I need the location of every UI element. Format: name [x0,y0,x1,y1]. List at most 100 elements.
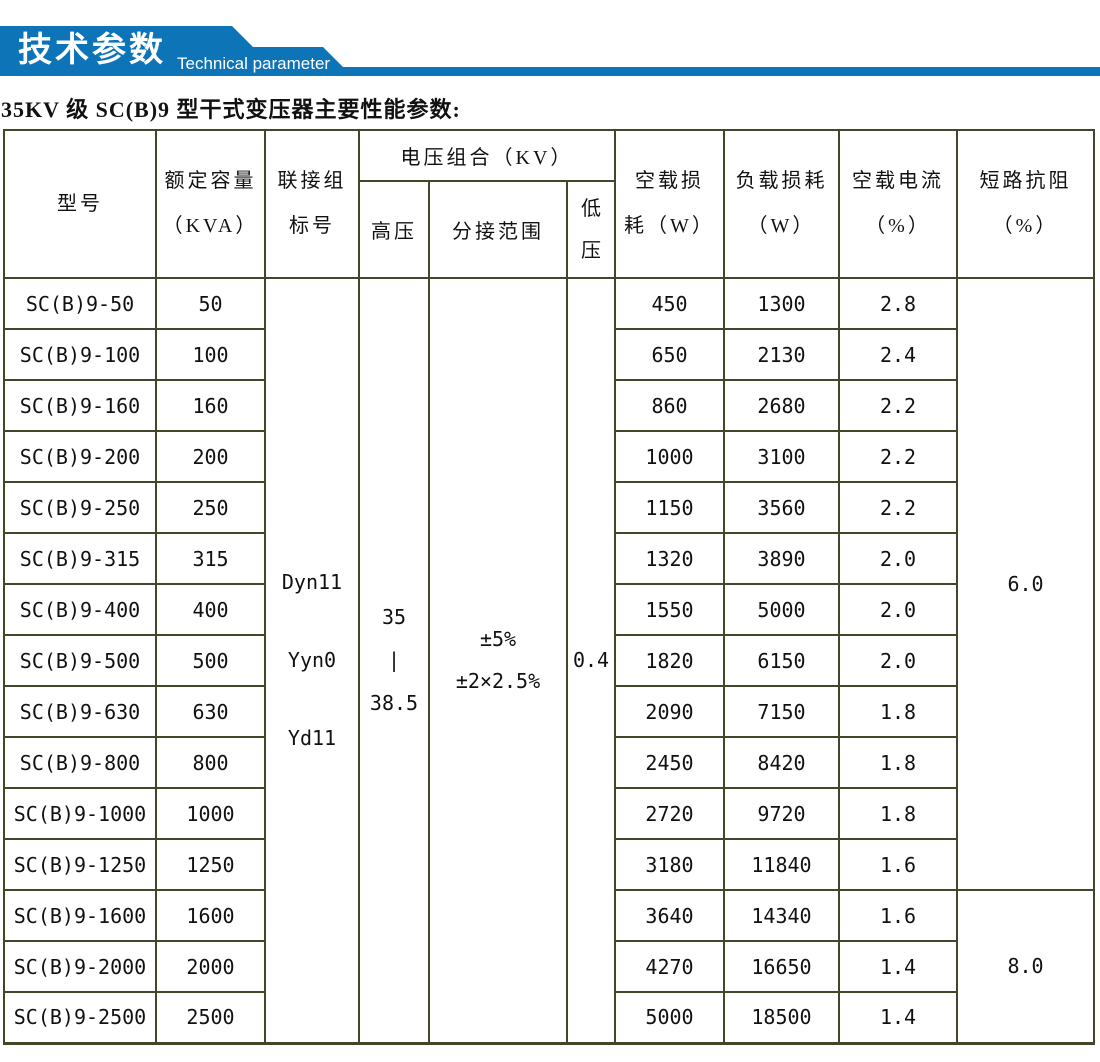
cell-no-load-current: 1.6 [838,889,958,942]
cell-rated-capacity: 2000 [155,940,266,993]
table-row: SC(B)9-160 160 860 2680 2.2 [3,379,1094,432]
cell-rated-capacity: 200 [155,430,266,483]
cell-rated-capacity: 50 [155,277,266,330]
cell-model: SC(B)9-400 [3,583,157,636]
cell-load-loss: 3100 [723,430,840,483]
cell-no-load-current: 2.8 [838,277,958,330]
cell-connection-group: Dyn11 Yyn0 Yd11 [264,277,360,1044]
cell-no-load-current: 1.8 [838,685,958,738]
cell-no-load-loss: 1820 [614,634,725,687]
cell-model: SC(B)9-250 [3,481,157,534]
banner-subtitle: Technical parameter [177,54,331,73]
table-row: SC(B)9-400 400 1550 5000 2.0 [3,583,1094,636]
col-header-tap-range: 分接范围 [428,180,568,279]
cell-load-loss: 7150 [723,685,840,738]
cell-no-load-loss: 1000 [614,430,725,483]
col-header-high-voltage: 高压 [358,180,430,279]
table-row: SC(B)9-500 500 1820 6150 2.0 [3,634,1094,687]
cell-no-load-current: 2.2 [838,481,958,534]
cell-model: SC(B)9-160 [3,379,157,432]
cell-no-load-loss: 5000 [614,991,725,1044]
cell-load-loss: 2680 [723,379,840,432]
cell-no-load-current: 1.4 [838,991,958,1044]
banner-title: 技术参数 [18,31,166,69]
table-row: SC(B)9-2500 2500 5000 18500 1.4 [3,991,1094,1044]
col-header-no-load-loss: 空载损 耗（W） [614,129,725,279]
cell-no-load-current: 2.2 [838,430,958,483]
cell-no-load-loss: 2720 [614,787,725,840]
cell-rated-capacity: 250 [155,481,266,534]
col-header-short-circuit-impedance: 短路抗阻 （%） [956,129,1095,279]
cell-no-load-current: 2.2 [838,379,958,432]
table-row: SC(B)9-2000 2000 4270 16650 1.4 [3,940,1094,993]
cell-no-load-current: 1.4 [838,940,958,993]
cell-short-circuit-impedance: 6.0 [956,277,1095,891]
cell-no-load-loss: 2450 [614,736,725,789]
cell-rated-capacity: 400 [155,583,266,636]
table-row: SC(B)9-1000 1000 2720 9720 1.8 [3,787,1094,840]
cell-model: SC(B)9-50 [3,277,157,330]
cell-model: SC(B)9-1600 [3,889,157,942]
table-row: SC(B)9-200 200 1000 3100 2.2 [3,430,1094,483]
col-header-model: 型号 [3,129,157,279]
cell-load-loss: 16650 [723,940,840,993]
cell-load-loss: 14340 [723,889,840,942]
cell-no-load-current: 2.0 [838,583,958,636]
col-header-voltage-combination: 电压组合（KV） [358,129,616,182]
cell-high-voltage: 35 | 38.5 [358,277,430,1044]
technical-parameter-banner: 技术参数 Technical parameter [0,26,1100,76]
cell-short-circuit-impedance: 8.0 [956,889,1095,1044]
cell-no-load-loss: 4270 [614,940,725,993]
cell-no-load-loss: 2090 [614,685,725,738]
cell-model: SC(B)9-2000 [3,940,157,993]
cell-load-loss: 3890 [723,532,840,585]
cell-no-load-current: 2.0 [838,532,958,585]
cell-rated-capacity: 800 [155,736,266,789]
cell-model: SC(B)9-315 [3,532,157,585]
col-header-rated-capacity: 额定容量 （KVA） [155,129,266,279]
cell-no-load-current: 1.8 [838,787,958,840]
table-row: SC(B)9-630 630 2090 7150 1.8 [3,685,1094,738]
table-row: SC(B)9-100 100 650 2130 2.4 [3,328,1094,381]
cell-no-load-loss: 650 [614,328,725,381]
table-row: SC(B)9-50 50 Dyn11 Yyn0 Yd11 35 | 38.5 ±5% ±2×2.5… [3,277,1095,1044]
cell-load-loss: 1300 [723,277,840,330]
cell-no-load-loss: 860 [614,379,725,432]
cell-rated-capacity: 2500 [155,991,266,1044]
cell-load-loss: 11840 [723,838,840,891]
cell-rated-capacity: 1600 [155,889,266,942]
table-row: SC(B)9-1600 1600 3640 14340 1.6 8.0 [3,889,1095,1044]
cell-model: SC(B)9-200 [3,430,157,483]
cell-rated-capacity: 1000 [155,787,266,840]
cell-model: SC(B)9-1000 [3,787,157,840]
cell-model: SC(B)9-2500 [3,991,157,1044]
table-row: SC(B)9-800 800 2450 8420 1.8 [3,736,1094,789]
cell-model: SC(B)9-1250 [3,838,157,891]
cell-no-load-loss: 1550 [614,583,725,636]
cell-load-loss: 6150 [723,634,840,687]
cell-load-loss: 18500 [723,991,840,1044]
cell-model: SC(B)9-500 [3,634,157,687]
cell-load-loss: 9720 [723,787,840,840]
cell-no-load-loss: 3640 [614,889,725,942]
transformer-spec-table: 型号 额定容量 （KVA） 联接组 标号 电压组合（KV） 空载损 耗（W） 负… [3,129,1095,1045]
col-header-load-loss: 负载损耗 （W） [723,129,840,279]
col-header-connection-group: 联接组 标号 [264,129,360,279]
table-row: SC(B)9-1250 1250 3180 11840 1.6 [3,838,1094,891]
cell-rated-capacity: 315 [155,532,266,585]
cell-rated-capacity: 160 [155,379,266,432]
cell-no-load-loss: 1320 [614,532,725,585]
cell-tap-range: ±5% ±2×2.5% [428,277,568,1044]
cell-no-load-loss: 1150 [614,481,725,534]
cell-rated-capacity: 500 [155,634,266,687]
cell-no-load-loss: 3180 [614,838,725,891]
cell-load-loss: 2130 [723,328,840,381]
cell-no-load-current: 1.6 [838,838,958,891]
page-title: 35KV 级 SC(B)9 型干式变压器主要性能参数: [1,97,461,122]
cell-load-loss: 3560 [723,481,840,534]
col-header-low-voltage: 低 压 [566,180,616,279]
cell-model: SC(B)9-100 [3,328,157,381]
cell-rated-capacity: 1250 [155,838,266,891]
table-row: SC(B)9-250 250 1150 3560 2.2 [3,481,1094,534]
cell-model: SC(B)9-800 [3,736,157,789]
